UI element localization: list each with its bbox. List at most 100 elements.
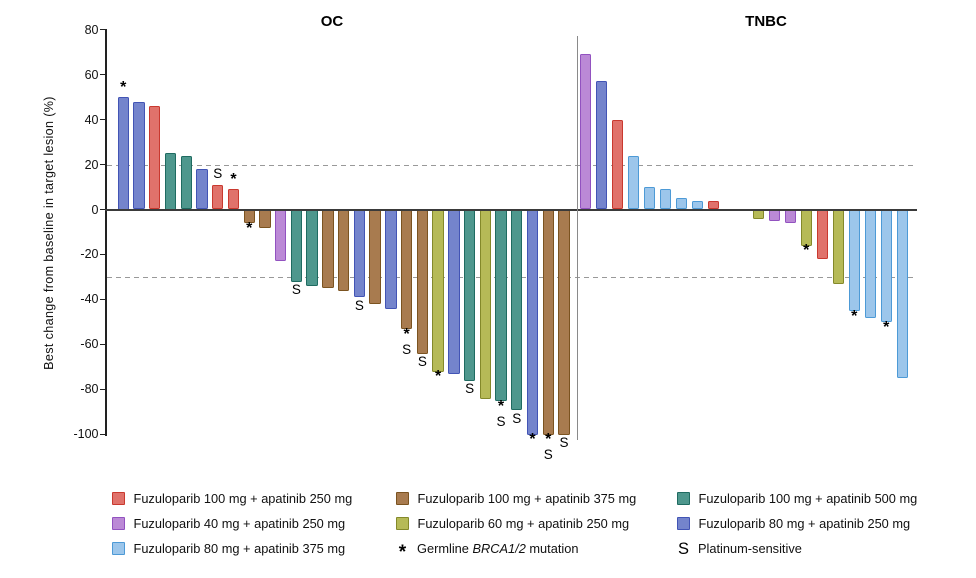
legend-swatch: [112, 542, 125, 555]
bar-oc-12: [290, 209, 303, 282]
y-tick-label: -60: [80, 337, 99, 352]
legend-item: Fuzuloparib 100 mg + apatinib 250 mg: [112, 486, 352, 511]
y-tick-label: 80: [84, 22, 99, 37]
legend-label: Fuzuloparib 100 mg + apatinib 250 mg: [133, 491, 353, 506]
legend-swatch: [112, 492, 125, 505]
platinum-sensitive-marker: S: [417, 354, 427, 370]
y-tick-label: -80: [80, 382, 99, 397]
brca-mutation-marker: *: [545, 431, 552, 449]
bar-oc-18: [385, 209, 397, 309]
bar-oc-25: [495, 209, 507, 401]
legend-label-segment: Platinum-sensitive: [698, 541, 802, 556]
bar-tnbc-19: [896, 209, 908, 379]
brca-mutation-marker: *: [434, 368, 442, 386]
bar-oc-16: [353, 209, 366, 298]
panel-title-tnbc: TNBC: [745, 13, 787, 30]
legend-label: Fuzuloparib 80 mg + apatinib 250 mg: [698, 516, 911, 531]
legend-swatch: [677, 492, 690, 505]
legend-item: Fuzuloparib 80 mg + apatinib 250 mg: [677, 511, 917, 536]
legend-label: Fuzuloparib 100 mg + apatinib 500 mg: [698, 491, 918, 506]
legend-column-1: Fuzuloparib 100 mg + apatinib 250 mg Fuzu…: [112, 486, 352, 561]
bar-tnbc-2: [595, 81, 608, 210]
brca-mutation-marker: *: [403, 325, 410, 343]
bar-oc-22: [448, 209, 460, 374]
brca-mutation-marker: *: [851, 307, 858, 325]
brca-mutation-marker: *: [497, 397, 505, 415]
bar-oc-14: [322, 209, 334, 289]
y-axis-tick: [100, 29, 106, 31]
legend-column-2: Fuzuloparib 100 mg + apatinib 375 mg Fuzu…: [396, 486, 636, 563]
legend-item: Fuzuloparib 100 mg + apatinib 375 mg: [396, 486, 636, 511]
bar-oc-13: [306, 209, 318, 287]
bar-oc-3: [149, 106, 161, 210]
legend-swatch: [112, 517, 125, 530]
panel-separator: [577, 36, 579, 440]
bar-tnbc-15: [832, 209, 844, 284]
platinum-sensitive-marker: S: [559, 435, 569, 451]
legend-item: Fuzuloparib 100 mg + apatinib 500 mg: [677, 486, 917, 511]
legend-asterisk-marker: *: [398, 541, 407, 563]
bar-oc-1: [117, 97, 129, 210]
legend-label: Fuzuloparib 80 mg + apatinib 375 mg: [133, 541, 346, 556]
legend-label: Platinum-sensitive: [698, 541, 802, 556]
y-tick-label: 60: [84, 67, 99, 82]
bar-oc-28: [542, 209, 554, 435]
legend-item: Fuzuloparib 60 mg + apatinib 250 mg: [396, 511, 636, 536]
bar-tnbc-18: [880, 209, 892, 323]
bar-tnbc-5: [643, 187, 656, 210]
platinum-sensitive-marker: S: [512, 410, 522, 426]
y-tick-label: -20: [80, 247, 99, 262]
bar-oc-24: [479, 209, 491, 399]
bar-tnbc-3: [611, 119, 624, 210]
panel-title-oc: OC: [320, 13, 344, 30]
brca-mutation-marker: *: [120, 79, 127, 97]
bar-tnbc-12: [784, 209, 796, 224]
brca-mutation-marker: *: [230, 171, 237, 189]
y-axis-spine: [105, 28, 107, 436]
platinum-sensitive-marker: S: [465, 381, 475, 397]
bar-tnbc-1: [579, 54, 592, 210]
bar-tnbc-10: [752, 209, 764, 219]
bar-tnbc-11: [768, 209, 780, 222]
brca-mutation-marker: *: [883, 318, 890, 336]
brca-mutation-marker: *: [246, 219, 253, 237]
legend-item: Fuzuloparib 40 mg + apatinib 250 mg: [112, 511, 352, 536]
y-axis-tick: [100, 74, 106, 76]
y-axis-tick: [100, 343, 106, 346]
platinum-sensitive-marker: S: [543, 447, 553, 463]
brca-mutation-marker: *: [529, 431, 536, 449]
platinum-sensitive-marker: S: [402, 341, 412, 357]
legend-column-3: Fuzuloparib 100 mg + apatinib 500 mg Fuzu…: [677, 486, 917, 561]
bar-oc-2: [133, 101, 145, 210]
y-axis-tick: [100, 208, 106, 211]
bar-tnbc-13: [800, 209, 812, 246]
legend-label-segment: Germline: [417, 541, 473, 556]
bar-oc-27: [526, 209, 539, 435]
bar-oc-8: [227, 189, 240, 210]
bar-tnbc-6: [659, 189, 672, 210]
bar-oc-10: [259, 209, 271, 228]
platinum-sensitive-marker: S: [496, 413, 506, 429]
y-tick-label: -100: [73, 427, 99, 442]
platinum-sensitive-marker: S: [354, 298, 364, 314]
legend-item: Fuzuloparib 80 mg + apatinib 375 mg: [112, 536, 352, 561]
bar-tnbc-16: [848, 209, 860, 311]
legend-label: Fuzuloparib 60 mg + apatinib 250 mg: [417, 516, 630, 531]
legend-label: Fuzuloparib 40 mg + apatinib 250 mg: [133, 516, 346, 531]
bar-oc-15: [337, 209, 350, 291]
bar-oc-23: [463, 209, 476, 381]
legend-item: S Platinum-sensitive: [677, 536, 917, 561]
y-axis-tick: [100, 163, 106, 166]
bar-oc-21: [432, 209, 444, 372]
bar-tnbc-14: [816, 209, 828, 260]
legend-swatch: [396, 517, 409, 530]
y-axis-tick: [100, 119, 106, 121]
y-axis-tick: [100, 433, 106, 435]
bar-tnbc-17: [864, 209, 876, 318]
bar-oc-20: [416, 209, 429, 354]
y-axis-tick: [100, 253, 106, 256]
bar-oc-26: [511, 209, 523, 410]
y-tick-label: 0: [91, 202, 99, 217]
y-axis-tick: [100, 298, 106, 301]
